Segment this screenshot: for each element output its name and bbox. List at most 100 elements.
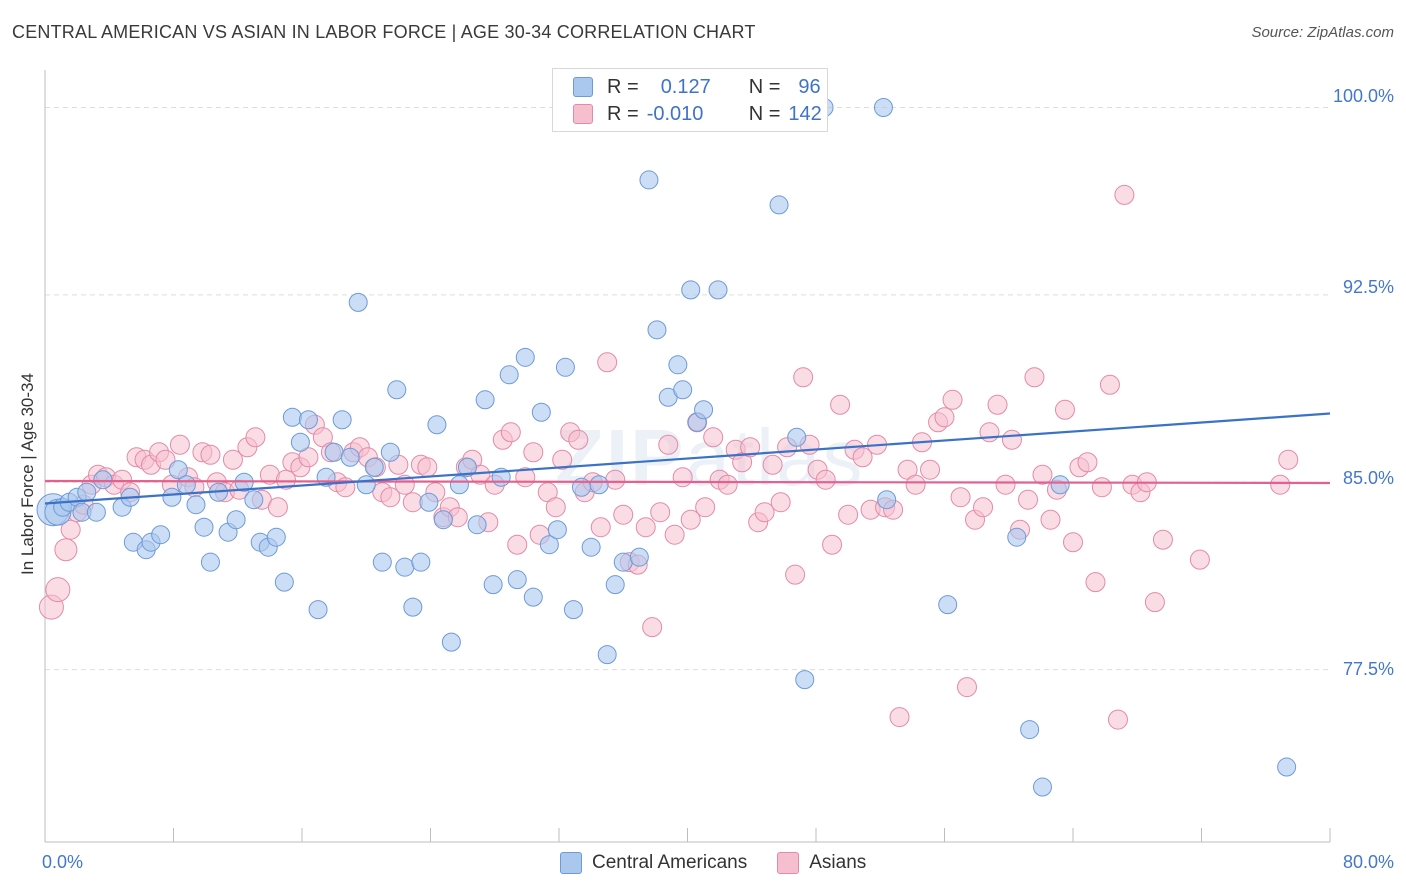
central-american-point (1277, 757, 1297, 777)
asian-point (934, 407, 955, 428)
legend: Central Americans Asians (560, 852, 896, 874)
asian-point (762, 454, 783, 475)
asian-point (1278, 449, 1299, 470)
legend-label-asians: Asians (809, 852, 867, 873)
asian-point (987, 394, 1008, 415)
central-american-point (372, 552, 392, 572)
asian-point (54, 538, 78, 562)
central-american-point (681, 280, 701, 300)
y-axis-title: In Labor Force | Age 30-34 (18, 373, 37, 575)
central-american-point (581, 537, 601, 557)
central-american-point (873, 97, 893, 117)
central-american-point (194, 517, 214, 537)
r-label: R = (607, 75, 639, 98)
central-american-point (555, 357, 575, 377)
x-tick-label-max: 80.0% (1342, 852, 1394, 872)
asian-point (568, 429, 589, 450)
central-american-point (86, 502, 106, 522)
central-american-point (332, 410, 352, 430)
asian-point (889, 707, 910, 728)
asian-point (1063, 532, 1083, 553)
asian-point (956, 677, 977, 698)
central-american-point (795, 670, 815, 690)
asian-point (650, 502, 671, 523)
asian-point (1091, 477, 1112, 498)
blue-swatch (573, 77, 593, 97)
legend-swatch-blue (560, 852, 582, 874)
chart-title: CENTRAL AMERICAN VS ASIAN IN LABOR FORCE… (12, 22, 756, 42)
asian-point (245, 427, 266, 448)
central-american-point (708, 280, 728, 300)
asian-point (60, 519, 81, 540)
central-american-point (186, 495, 206, 515)
central-american-point (419, 492, 439, 512)
asian-point (1085, 572, 1106, 593)
asian-point (417, 457, 438, 478)
pink-swatch (573, 104, 593, 124)
central-american-point (613, 552, 633, 572)
central-american-point (449, 475, 469, 495)
asian-point (995, 474, 1016, 495)
asian-point (785, 564, 806, 585)
central-american-point (539, 535, 559, 555)
stats-box: R = 0.127 N = 96 R = -0.010 N = 142 (552, 68, 828, 132)
central-american-point (324, 442, 344, 462)
asian-point (950, 487, 971, 508)
central-american-point (563, 600, 583, 620)
asian-point (695, 497, 716, 518)
central-american-point (168, 460, 188, 480)
central-american-point (507, 570, 527, 590)
stats-row-pink: R = -0.010 N = 142 (573, 101, 822, 127)
r-value: -0.010 (646, 102, 704, 125)
asian-point (1189, 549, 1210, 570)
central-american-point (380, 442, 400, 462)
asian-point (703, 427, 724, 448)
legend-swatch-pink (777, 852, 800, 874)
central-american-point (395, 557, 415, 577)
central-american-point (403, 597, 423, 617)
asian-point (1024, 367, 1045, 388)
asian-point (545, 497, 566, 518)
asian-point (1099, 374, 1120, 395)
asian-point (1054, 399, 1075, 420)
legend-item-central-americans: Central Americans (560, 852, 747, 874)
asian-point (642, 617, 663, 638)
asian-point (597, 352, 618, 373)
central-american-point (200, 552, 220, 572)
central-american-point (364, 457, 384, 477)
central-american-point (629, 547, 649, 567)
central-american-point (877, 490, 897, 510)
central-american-point (467, 515, 487, 535)
central-american-point (787, 427, 807, 447)
central-american-point (499, 365, 519, 385)
asian-point (613, 504, 634, 525)
legend-item-asians: Asians (777, 852, 866, 874)
central-american-point (77, 482, 97, 502)
central-american-point (483, 575, 503, 595)
asian-point (394, 474, 415, 495)
asian-point (552, 449, 573, 470)
asian-point (905, 474, 926, 495)
asian-point (298, 447, 319, 468)
central-american-point (266, 527, 286, 547)
central-american-point (411, 552, 431, 572)
asian-point (717, 474, 738, 495)
central-american-point (433, 510, 453, 530)
central-american-point (475, 390, 495, 410)
central-american-point (340, 447, 360, 467)
asian-point (1077, 452, 1098, 473)
asian-point (200, 444, 221, 465)
asian-point (815, 469, 836, 490)
asian-point (664, 524, 685, 545)
asian-point (635, 517, 656, 538)
asian-point (45, 577, 71, 603)
central-american-point (348, 292, 368, 312)
central-american-point (244, 490, 264, 510)
central-american-point (1050, 475, 1070, 495)
central-american-point (356, 475, 376, 495)
asian-point (590, 517, 611, 538)
asian-point (155, 449, 176, 470)
central-american-point (226, 510, 246, 530)
asian-point (942, 389, 963, 410)
central-american-point (274, 572, 294, 592)
